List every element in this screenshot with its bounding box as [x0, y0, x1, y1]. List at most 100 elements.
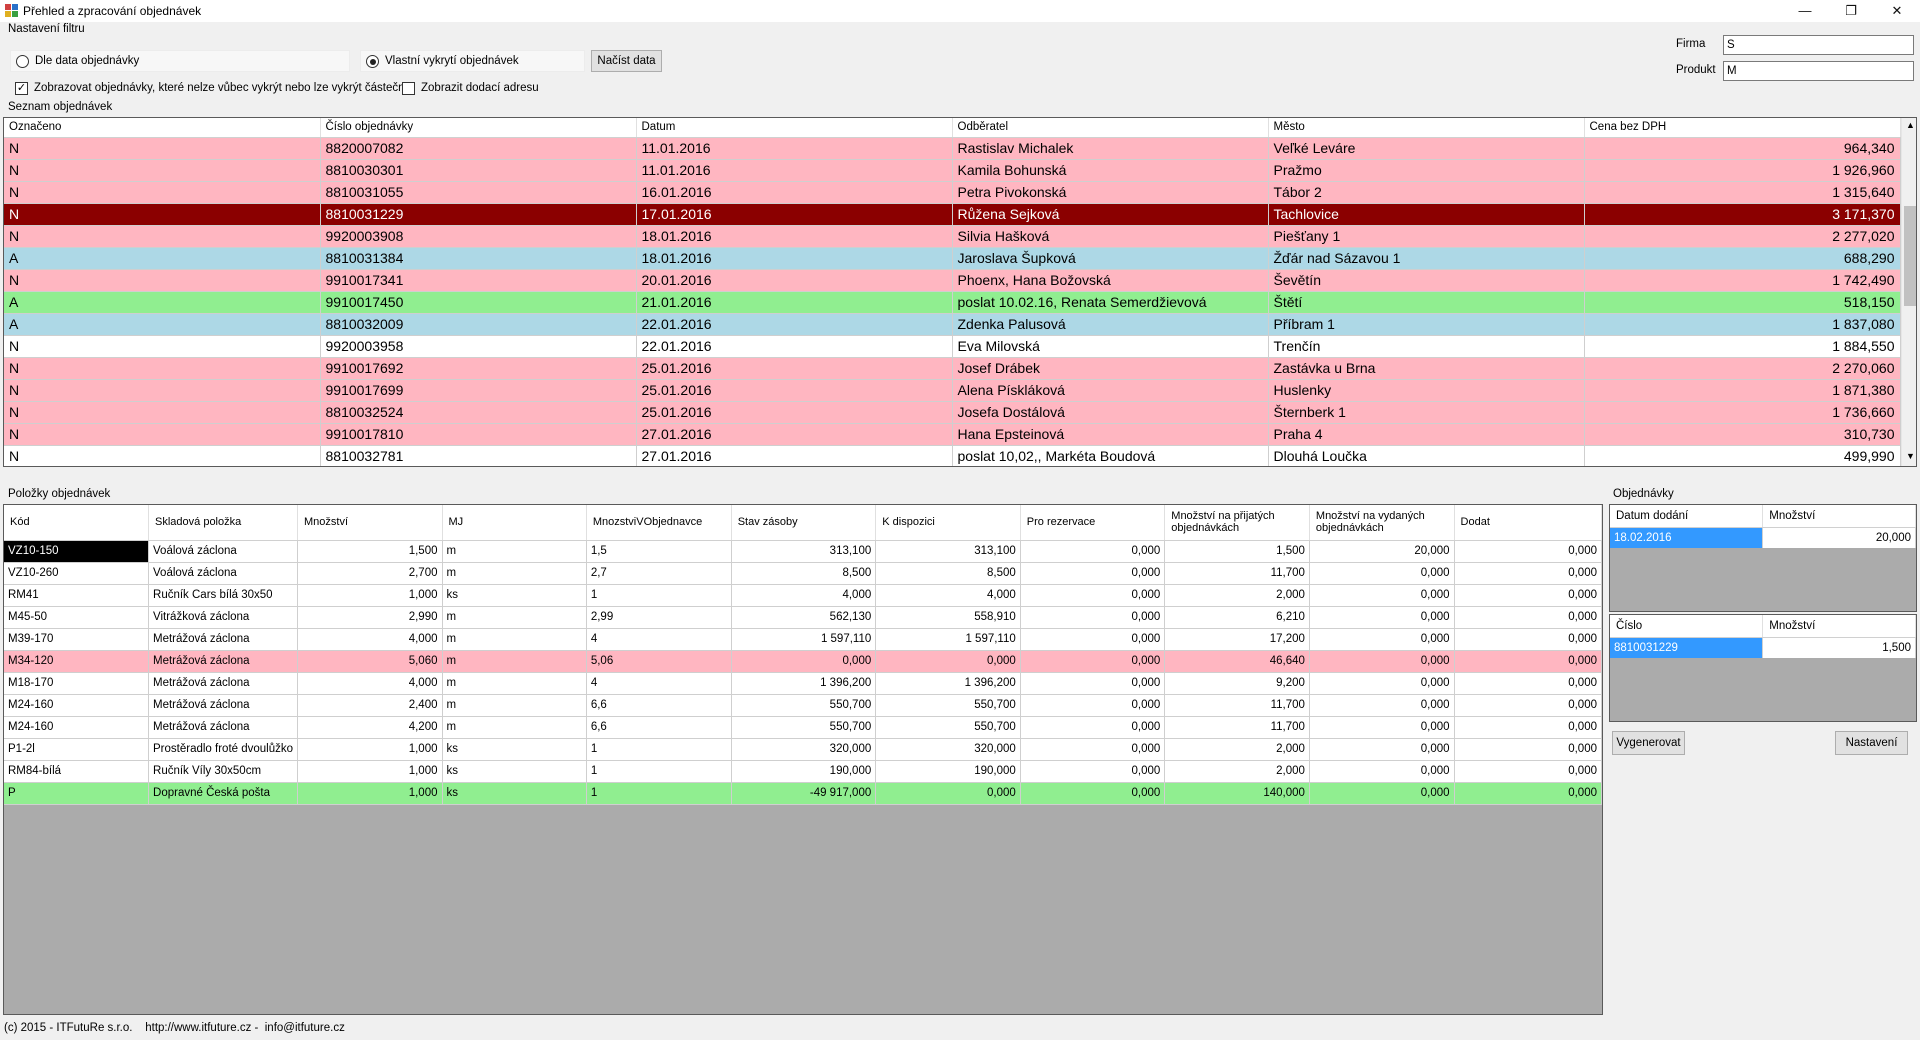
order-price-cell[interactable]: 1 315,640 — [1584, 181, 1901, 204]
item-qty-cell[interactable]: 2,400 — [297, 694, 443, 717]
item-issued-cell[interactable]: 0,000 — [1309, 782, 1455, 805]
order-price-cell[interactable]: 1 926,960 — [1584, 159, 1901, 182]
item-row[interactable]: RM84-bílá Ručník Víly 30x50cm 1,000 ks 1 190,… — [4, 760, 1602, 783]
item-row[interactable]: VZ10-260 Voálová záclona 2,700 m 2,7 8,500 8,5… — [4, 562, 1602, 585]
order-row[interactable]: N 8810032524 25.01.2016 Josefa Dostálová Šte… — [4, 401, 1901, 424]
item-deliver-cell[interactable]: 0,000 — [1454, 716, 1602, 739]
order-mark-cell[interactable]: N — [4, 335, 321, 358]
items-col-stock[interactable]: Stav zásoby — [731, 505, 877, 541]
item-issued-cell[interactable]: 0,000 — [1309, 716, 1455, 739]
item-unit-cell[interactable]: m — [442, 562, 587, 585]
item-row[interactable]: M24-160 Metrážová záclona 2,400 m 6,6 550,700… — [4, 694, 1602, 717]
product-input[interactable] — [1723, 61, 1914, 81]
item-issued-cell[interactable]: 0,000 — [1309, 584, 1455, 607]
order-row[interactable]: A 9910017450 21.01.2016 poslat 10.02.16, Re… — [4, 291, 1901, 314]
item-available-cell[interactable]: 1 597,110 — [875, 628, 1021, 651]
item-qty-cell[interactable]: 5,060 — [297, 650, 443, 673]
item-unit-cell[interactable]: m — [442, 606, 587, 629]
order-price-cell[interactable]: 1 884,550 — [1584, 335, 1901, 358]
item-deliver-cell[interactable]: 0,000 — [1454, 760, 1602, 783]
order-mark-cell[interactable]: N — [4, 445, 321, 466]
order-number-cell[interactable]: 9910017341 — [320, 269, 637, 292]
order-customer-cell[interactable]: Eva Milovská — [952, 335, 1269, 358]
item-deliver-cell[interactable]: 0,000 — [1454, 606, 1602, 629]
item-qty-cell[interactable]: 1,500 — [297, 540, 443, 563]
order-number-cell[interactable]: 9920003908 — [320, 225, 637, 248]
order-customer-cell[interactable]: Jaroslava Šupková — [952, 247, 1269, 270]
load-data-button[interactable]: Načíst data — [591, 50, 662, 72]
order-mark-cell[interactable]: A — [4, 291, 321, 314]
item-unit-cell[interactable]: m — [442, 540, 587, 563]
item-received-cell[interactable]: 2,000 — [1164, 584, 1310, 607]
order-number-cell[interactable]: 8810032009 — [320, 313, 637, 336]
order-mark-cell[interactable]: N — [4, 203, 321, 226]
item-stock-cell[interactable]: 0,000 — [731, 650, 877, 673]
item-issued-cell[interactable]: 0,000 — [1309, 760, 1455, 783]
order-row[interactable]: N 8820007082 11.01.2016 Rastislav Michalek V… — [4, 137, 1901, 160]
item-reserve-cell[interactable]: 0,000 — [1020, 540, 1166, 563]
order-date-cell[interactable]: 22.01.2016 — [636, 313, 953, 336]
order-city-cell[interactable]: Tábor 2 — [1268, 181, 1585, 204]
item-deliver-cell[interactable]: 0,000 — [1454, 738, 1602, 761]
delivery-qty-cell[interactable]: 20,000 — [1762, 527, 1916, 548]
order-mark-cell[interactable]: N — [4, 357, 321, 380]
order-mark-cell[interactable]: N — [4, 401, 321, 424]
order-city-cell[interactable]: Ševětín — [1268, 269, 1585, 292]
item-code-cell[interactable]: M24-160 — [4, 716, 150, 739]
close-button[interactable]: ✕ — [1891, 3, 1903, 18]
items-col-received[interactable]: Množství na přijatých objednávkách — [1164, 505, 1310, 541]
item-row[interactable]: M18-170 Metrážová záclona 4,000 m 4 1 396,200… — [4, 672, 1602, 695]
order-mark-cell[interactable]: N — [4, 225, 321, 248]
item-unit-cell[interactable]: m — [442, 650, 587, 673]
item-qty-cell[interactable]: 4,000 — [297, 672, 443, 695]
item-received-cell[interactable]: 6,210 — [1164, 606, 1310, 629]
order-mark-cell[interactable]: N — [4, 137, 321, 160]
item-received-cell[interactable]: 1,500 — [1164, 540, 1310, 563]
item-available-cell[interactable]: 313,100 — [875, 540, 1021, 563]
item-qty-cell[interactable]: 1,000 — [297, 782, 443, 805]
radio-order-date-circle[interactable] — [16, 55, 29, 68]
order-mark-cell[interactable]: N — [4, 181, 321, 204]
numbers-row[interactable]: 8810031229 1,500 — [1610, 637, 1916, 658]
item-unit-cell[interactable]: ks — [442, 738, 587, 761]
item-reserve-cell[interactable]: 0,000 — [1020, 584, 1166, 607]
item-received-cell[interactable]: 9,200 — [1164, 672, 1310, 695]
order-date-cell[interactable]: 21.01.2016 — [636, 291, 953, 314]
item-reserve-cell[interactable]: 0,000 — [1020, 562, 1166, 585]
orders-col-number[interactable]: Číslo objednávky — [320, 118, 637, 138]
maximize-button[interactable]: ❐ — [1845, 3, 1857, 18]
order-mark-cell[interactable]: N — [4, 269, 321, 292]
item-deliver-cell[interactable]: 0,000 — [1454, 562, 1602, 585]
delivery-grid[interactable]: Datum dodání Množství 18.02.2016 20,000 — [1609, 504, 1917, 612]
order-price-cell[interactable]: 3 171,370 — [1584, 203, 1901, 226]
item-qty-cell[interactable]: 1,000 — [297, 584, 443, 607]
item-name-cell[interactable]: Metrážová záclona — [148, 716, 299, 739]
item-unit-cell[interactable]: ks — [442, 584, 587, 607]
order-city-cell[interactable]: Žďár nad Sázavou 1 — [1268, 247, 1585, 270]
order-date-cell[interactable]: 18.01.2016 — [636, 247, 953, 270]
order-price-cell[interactable]: 2 270,060 — [1584, 357, 1901, 380]
item-stock-cell[interactable]: 8,500 — [731, 562, 877, 585]
item-reserve-cell[interactable]: 0,000 — [1020, 650, 1166, 673]
order-number-cell[interactable]: 9910017450 — [320, 291, 637, 314]
item-issued-cell[interactable]: 0,000 — [1309, 606, 1455, 629]
item-qty-order-cell[interactable]: 1 — [586, 782, 732, 805]
orders-col-price[interactable]: Cena bez DPH — [1584, 118, 1901, 138]
order-date-cell[interactable]: 25.01.2016 — [636, 379, 953, 402]
order-price-cell[interactable]: 518,150 — [1584, 291, 1901, 314]
orders-col-customer[interactable]: Odběratel — [952, 118, 1269, 138]
order-customer-cell[interactable]: Phoenx, Hana Božovská — [952, 269, 1269, 292]
item-name-cell[interactable]: Voálová záclona — [148, 562, 299, 585]
item-received-cell[interactable]: 46,640 — [1164, 650, 1310, 673]
item-code-cell[interactable]: P1-2l — [4, 738, 150, 761]
item-code-cell[interactable]: M34-120 — [4, 650, 150, 673]
order-customer-cell[interactable]: Silvia Hašková — [952, 225, 1269, 248]
item-unit-cell[interactable]: ks — [442, 782, 587, 805]
order-row[interactable]: A 8810031384 18.01.2016 Jaroslava Šupková Žď… — [4, 247, 1901, 270]
items-col-reserve[interactable]: Pro rezervace — [1020, 505, 1166, 541]
order-row[interactable]: N 9910017810 27.01.2016 Hana Epsteinová Prah… — [4, 423, 1901, 446]
order-date-cell[interactable]: 17.01.2016 — [636, 203, 953, 226]
item-unit-cell[interactable]: ks — [442, 760, 587, 783]
item-issued-cell[interactable]: 0,000 — [1309, 562, 1455, 585]
item-reserve-cell[interactable]: 0,000 — [1020, 782, 1166, 805]
